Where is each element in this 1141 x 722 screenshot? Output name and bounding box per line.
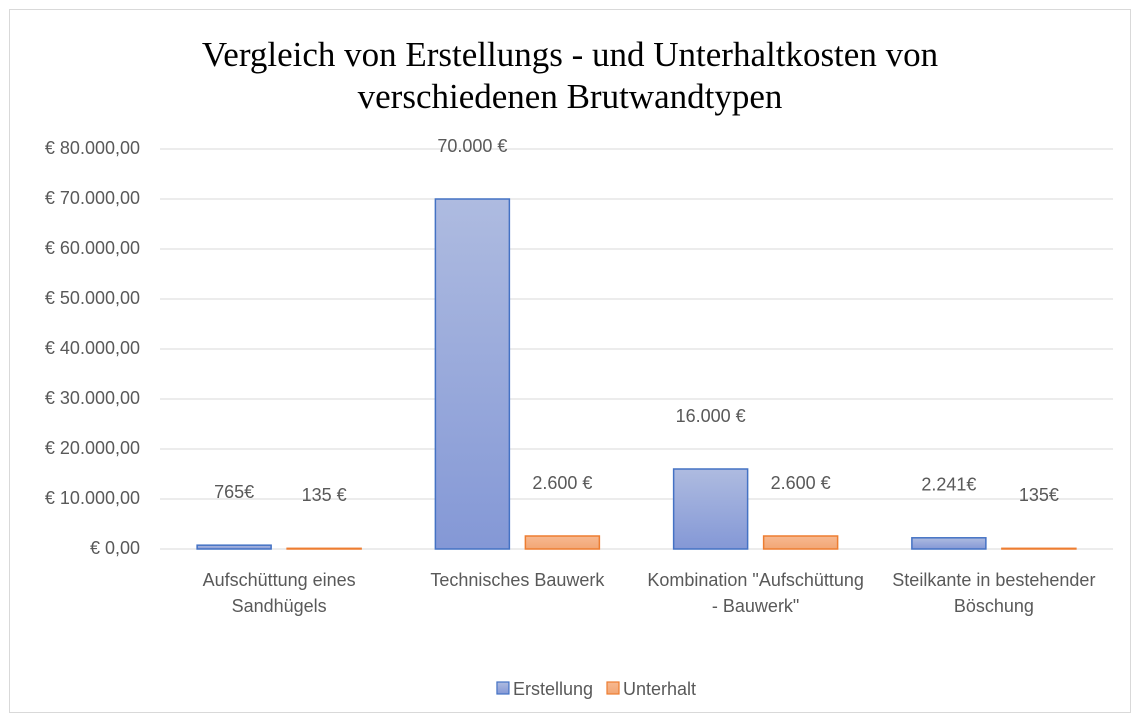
y-tick-label: € 0,00 (90, 538, 140, 558)
bar (762, 535, 839, 550)
legend-label: Erstellung (513, 679, 593, 699)
y-tick-label: € 80.000,00 (45, 138, 140, 158)
data-label: 70.000 € (437, 136, 507, 156)
chart-border (9, 9, 1131, 713)
bar (672, 468, 749, 550)
legend-swatch (606, 681, 620, 695)
x-tick-label: Kombination "Aufschüttung - Bauwerk" (647, 570, 864, 616)
y-tick-label: € 60.000,00 (45, 238, 140, 258)
y-tick-label: € 40.000,00 (45, 338, 140, 358)
bar (1001, 547, 1077, 550)
data-label: 135 € (302, 485, 347, 505)
x-tick-label: Technisches Bauwerk (430, 570, 605, 590)
x-tick-label: Aufschüttung eines Sandhügels (202, 570, 356, 616)
chart-title: Vergleich von Erstellungs - und Unterhal… (201, 35, 939, 116)
bar (196, 544, 272, 550)
y-tick-label: € 50.000,00 (45, 288, 140, 308)
bar (911, 537, 987, 550)
y-tick-label: € 10.000,00 (45, 488, 140, 508)
legend-label: Unterhalt (623, 679, 696, 699)
y-tick-label: € 30.000,00 (45, 388, 140, 408)
data-label: 2.600 € (771, 473, 831, 493)
bar (286, 547, 362, 550)
data-label: 135€ (1019, 485, 1059, 505)
data-label: 2.241€ (921, 475, 976, 495)
bar (524, 535, 601, 550)
y-tick-label: € 20.000,00 (45, 438, 140, 458)
data-label: 765€ (214, 482, 254, 502)
y-tick-label: € 70.000,00 (45, 188, 140, 208)
x-tick-label: Steilkante in bestehender Böschung (892, 570, 1096, 616)
data-label: 16.000 € (676, 406, 746, 426)
legend-swatch (496, 681, 510, 695)
data-label: 2.600 € (532, 473, 592, 493)
bar (434, 198, 511, 550)
